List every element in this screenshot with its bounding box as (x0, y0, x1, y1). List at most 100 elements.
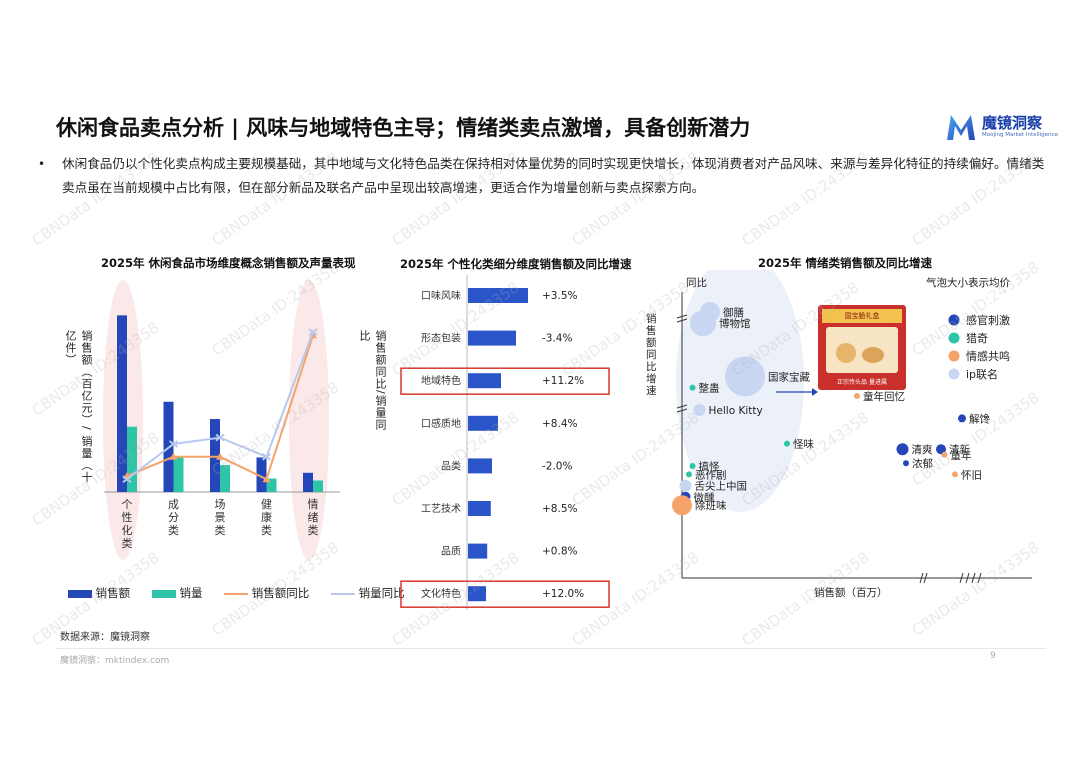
y-axis-label-char: 增 (646, 372, 657, 385)
category-label: 品质 (441, 546, 461, 558)
bubble (958, 414, 966, 423)
marker-volume-yoy (168, 440, 179, 448)
bar-volume (173, 457, 184, 492)
marker-volume-yoy (308, 328, 318, 336)
y-top-label: 同比 (686, 276, 707, 289)
bubble (903, 460, 909, 467)
bubble-label: 童年回忆 (863, 390, 905, 403)
chart2-title: 2025年 个性化类细分维度销售额及同比增速 (400, 257, 632, 271)
bubble-label: 整蛊 (699, 382, 720, 395)
bar (468, 415, 498, 431)
bubble-label: 清爽 (912, 443, 933, 456)
page-number: 9 (990, 651, 996, 661)
category-label: 形态包装 (421, 332, 461, 345)
bubble-label: 国家宝藏 (768, 370, 810, 383)
axis-break (676, 314, 688, 319)
bubble (690, 310, 716, 337)
footer-text: 魔镜洞察：mktindex.com (60, 656, 170, 666)
axis-break (971, 572, 976, 584)
bubble (693, 404, 706, 416)
bubble (936, 444, 946, 455)
bubble-label: 博物馆 (719, 317, 751, 330)
bubble (725, 356, 765, 397)
bubble (896, 443, 909, 456)
chart1-legend: 销售额 销量 销售额同比 销量同比 (68, 585, 405, 601)
highlight-box (400, 580, 610, 608)
bar-sales (256, 457, 267, 492)
legend-label: 情感共鸣 (966, 349, 1010, 363)
pointer-arrow-head (812, 388, 818, 396)
category-label-char: 化 (122, 523, 133, 537)
bubble (854, 393, 860, 399)
bubble (952, 471, 958, 478)
marker-sales-yoy (169, 452, 178, 460)
product-tag: 正宗传头品 量进属 (837, 379, 887, 386)
bar-volume (220, 465, 230, 492)
legend-swatch-volume-yoy (330, 592, 355, 595)
chart2-plot: 口味风味 +3.5% 形态包装 -3.4% 地域特色 +11.2% 口感质地 +8.4% 品类 -… (400, 275, 610, 610)
brand-logo: 魔镜洞察 Moojing Market Intelligence (944, 110, 1058, 146)
category-label-char: 类 (168, 523, 179, 537)
category-label-char: 健 (261, 498, 272, 511)
marker-sales-yoy (262, 475, 271, 483)
bubble-label: 恶作剧 (695, 469, 727, 481)
legend-swatch-volume (151, 589, 176, 598)
axis-break (977, 572, 982, 584)
bubble-label: 除班味 (695, 499, 727, 512)
category-label-char: 个 (122, 498, 133, 511)
bubble-label: 微醺 (694, 491, 715, 504)
category-label-char: 场 (215, 497, 226, 511)
bar (468, 501, 491, 516)
bubble-label: 童年 (951, 449, 972, 462)
axis-break (676, 404, 688, 409)
bar (468, 543, 488, 559)
category-label: 文化特色 (421, 587, 461, 600)
legend-label: 感官刺激 (966, 313, 1010, 327)
category-label-char: 类 (308, 523, 319, 537)
growth-label: +3.5% (542, 290, 577, 302)
logo-subtext: Moojing Market Intelligence (982, 132, 1058, 138)
legend-label: 猎奇 (966, 331, 988, 345)
legend-swatch-sales-yoy (224, 592, 249, 595)
bubble (784, 440, 790, 447)
legend-volume: 销量 (179, 586, 203, 600)
bar-volume (266, 478, 277, 492)
axis-break (965, 572, 970, 584)
legend-label: ip联名 (966, 367, 998, 381)
marker-volume-yoy (261, 453, 272, 461)
y-axis-label-char: 比 (646, 360, 657, 373)
bar-volume (127, 426, 137, 492)
category-label: 品类 (441, 459, 461, 472)
bar (468, 330, 516, 346)
bar (468, 373, 501, 389)
product-banner: 国宝脆礼盒 (822, 309, 902, 323)
category-label-char: 情 (308, 498, 319, 511)
category-label: 地域特色 (421, 374, 461, 387)
logo-text: 魔镜洞察 (982, 114, 1043, 132)
growth-label: +12.0% (542, 588, 584, 600)
summary-text: 休闲食品仍以个性化卖点构成主要规模基础，其中地域与文化特色品类在保持相对体量优势… (62, 156, 1045, 195)
bubble (941, 451, 948, 458)
category-label-char: 类 (122, 536, 133, 550)
axis-break (919, 572, 924, 584)
growth-label: +8.5% (542, 503, 577, 515)
category-label-char: 类 (261, 523, 272, 537)
product-image: 国宝脆礼盒 正宗传头品 量进属 (818, 305, 906, 390)
marker-volume-yoy (122, 475, 132, 483)
chart1-ylabel: 销售额（百亿元）/ 销量（十亿件） (64, 330, 93, 484)
bubble-label: 舌尖上中国 (695, 480, 748, 493)
product-box (826, 327, 898, 373)
chart1-y2label: 销售额同比/销量同比 (358, 330, 387, 431)
product-cookie (862, 347, 884, 363)
bubble-label: 怀旧 (961, 469, 982, 481)
logo-m-icon (947, 115, 975, 140)
bullet-marker: • (38, 157, 46, 171)
growth-label: -2.0% (542, 460, 572, 472)
bubble (689, 463, 696, 469)
bubble-label: 御膳 (723, 306, 744, 319)
chart3-plot: 同比 气泡大小表示均价销售额（百万）销售额同比增速御膳博物馆国家宝藏整蛊Hello… (646, 270, 1032, 599)
bar-sales (210, 419, 220, 492)
category-label-char: 分 (168, 511, 179, 524)
product-cookie (836, 343, 856, 363)
